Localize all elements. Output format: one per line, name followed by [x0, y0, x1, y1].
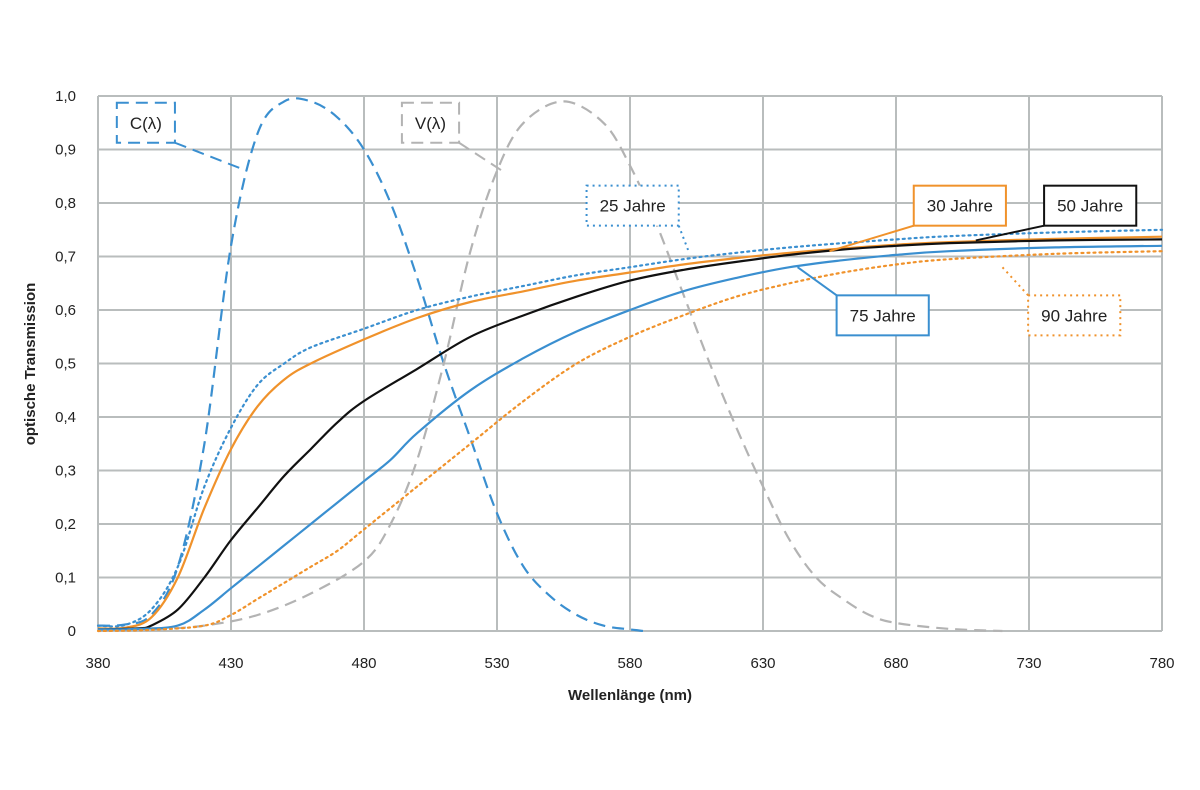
series-label-box	[835, 294, 930, 337]
y-axis-label: optische Transmission	[22, 283, 39, 446]
curve-labels: C(λ) V(λ) 25 Jahre 30 Jahre 50 Jahre 75 Jahre…	[115, 101, 1138, 337]
series-label-leader	[975, 224, 1045, 242]
series-label-text: 25 Jahre	[600, 197, 666, 216]
series-line-6	[97, 244, 1163, 631]
series-label-4: 30 Jahre	[829, 184, 1007, 253]
x-tick-label: 630	[750, 655, 775, 672]
grid	[97, 95, 1163, 632]
curves	[96, 97, 1164, 633]
y-tick-label: 1,0	[55, 88, 76, 105]
y-tick-label: 0,1	[55, 570, 76, 587]
series-label-text: 50 Jahre	[1057, 197, 1123, 216]
y-tick-label: 0	[68, 623, 76, 640]
series-label-box	[115, 101, 176, 144]
y-tick-label: 0,5	[55, 356, 76, 373]
x-tick-label: 580	[617, 655, 642, 672]
x-tick-label: 780	[1149, 655, 1174, 672]
y-axis-ticks: 0 0,1 0,2 0,3 0,4 0,5 0,6 0,7 0,8 0,9 1,0	[55, 88, 76, 640]
series-label-3: 25 Jahre	[585, 184, 690, 252]
series-label-box	[1027, 294, 1122, 337]
y-tick-label: 0,7	[55, 249, 76, 266]
x-tick-label: 480	[351, 655, 376, 672]
series-label-leader	[796, 266, 838, 297]
y-tick-label: 0,3	[55, 463, 76, 480]
series-label-box	[912, 184, 1007, 227]
y-tick-label: 0,6	[55, 302, 76, 319]
series-line-1	[97, 97, 644, 633]
series-label-text: 75 Jahre	[850, 306, 916, 325]
series-line-7	[96, 250, 1164, 633]
x-axis-label: Wellenlänge (nm)	[568, 687, 692, 704]
series-label-text: V(λ)	[415, 114, 446, 133]
series-label-text: 30 Jahre	[927, 197, 993, 216]
series-label-text: 90 Jahre	[1041, 306, 1107, 325]
series-line-5	[97, 238, 1163, 631]
series-label-box	[400, 101, 461, 144]
y-tick-label: 0,8	[55, 195, 76, 212]
series-label-box	[585, 184, 680, 227]
series-label-box	[1043, 184, 1138, 227]
x-tick-label: 380	[85, 655, 110, 672]
series-label-6: 75 Jahre	[796, 266, 930, 337]
series-label-leader	[829, 224, 915, 253]
series-label-2: V(λ)	[400, 101, 503, 172]
x-tick-label: 680	[883, 655, 908, 672]
series-label-leader	[1001, 266, 1029, 297]
y-tick-label: 0,2	[55, 516, 76, 533]
series-label-leader	[677, 225, 690, 252]
x-tick-label: 530	[484, 655, 509, 672]
x-tick-label: 730	[1016, 655, 1041, 672]
series-label-1: C(λ)	[115, 101, 248, 172]
series-label-7: 90 Jahre	[1001, 266, 1122, 337]
y-tick-label: 0,4	[55, 409, 76, 426]
x-tick-label: 430	[218, 655, 243, 672]
series-line-2	[97, 100, 1003, 633]
y-tick-label: 0,9	[55, 142, 76, 159]
series-label-5: 50 Jahre	[975, 184, 1138, 242]
series-label-leader	[174, 141, 248, 172]
x-axis-ticks: 380 430 480 530 580 630 680 730 780	[85, 655, 1174, 672]
series-line-3	[96, 228, 1164, 628]
series-label-text: C(λ)	[130, 114, 162, 133]
series-label-leader	[458, 141, 503, 172]
